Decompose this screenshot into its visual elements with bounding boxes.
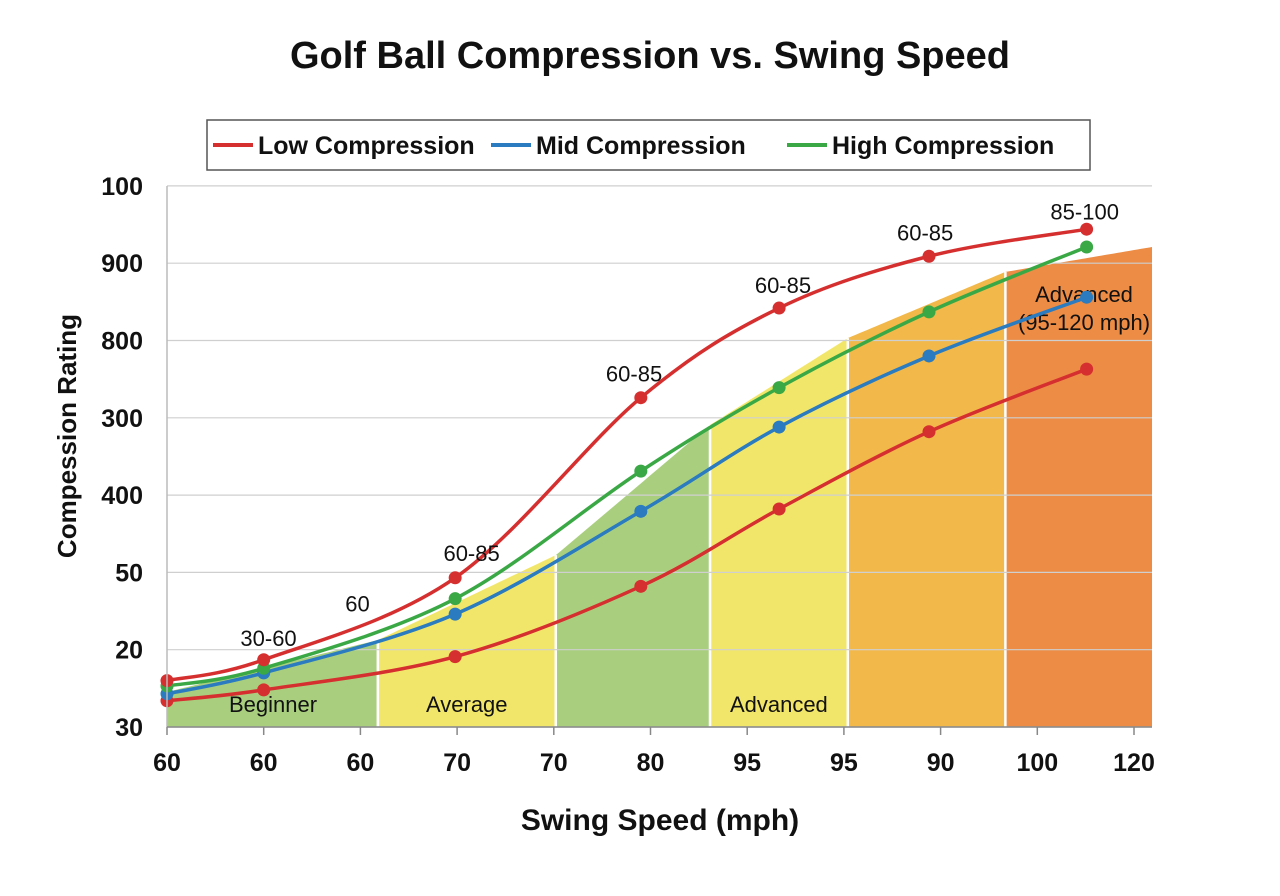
x-tick-label: 70: [443, 749, 471, 777]
band-label-line: Beginner: [229, 692, 317, 717]
legend-entry: Mid Compression: [536, 132, 746, 160]
legend-entry: Low Compression: [258, 132, 475, 160]
data-point: [922, 249, 936, 263]
legend-box: [206, 119, 1091, 171]
x-axis-label: Swing Speed (mph): [521, 804, 799, 837]
band-label: Advanced: [730, 692, 828, 717]
y-tick-label: 20: [115, 637, 143, 665]
x-tick-label: 60: [250, 749, 278, 777]
band-label: Average: [426, 692, 508, 717]
data-point: [1080, 362, 1094, 376]
band-label: Beginner: [229, 692, 317, 717]
y-tick-label: 900: [101, 250, 143, 278]
x-tick-label: 60: [346, 749, 374, 777]
band-0: [167, 640, 378, 727]
y-tick-label: 30: [115, 714, 143, 742]
x-tick-label: 95: [733, 749, 761, 777]
data-point: [1080, 222, 1094, 236]
annotation-label: 60-85: [897, 220, 953, 245]
data-point: [448, 592, 462, 606]
data-point: [772, 381, 786, 395]
data-point: [634, 504, 648, 518]
legend-entry: High Compression: [832, 132, 1054, 160]
data-point: [634, 391, 648, 405]
data-point: [772, 502, 786, 516]
annotation-label: 60-85: [606, 362, 662, 387]
data-point: [448, 607, 462, 621]
x-tick-label: 80: [637, 749, 665, 777]
y-tick-label: 800: [101, 328, 143, 356]
data-point: [448, 650, 462, 664]
x-tick-label: 90: [927, 749, 955, 777]
data-point: [257, 683, 271, 697]
data-point: [634, 579, 648, 593]
band-1: [377, 555, 556, 727]
band-2: [555, 425, 710, 727]
data-point: [922, 305, 936, 319]
y-tick-label: 50: [115, 559, 143, 587]
band-5: [1005, 247, 1152, 727]
band-4: [847, 271, 1006, 727]
x-tick-label: 120: [1113, 749, 1155, 777]
band-3: [709, 338, 848, 727]
data-point: [1080, 290, 1094, 304]
annotations: 30-60 60 60-85 60-85 60-85 60-85 85-100: [240, 199, 1119, 651]
legend: Low Compression Mid Compression High Compr…: [206, 119, 1091, 171]
data-point: [257, 653, 271, 667]
annotation-label: 60-85: [443, 541, 499, 566]
annotation-label: 60-85: [755, 273, 811, 298]
data-point: [922, 425, 936, 439]
data-point: [1080, 240, 1094, 254]
data-point: [634, 464, 648, 478]
axes: 30 20 50 400 300 800 900 100 60 60 60 70 70 80 95 95 90 1…: [101, 173, 1155, 777]
data-point: [772, 420, 786, 434]
annotation-label: 60: [345, 591, 369, 616]
x-tick-label: 70: [540, 749, 568, 777]
y-axis-label: Compession Rating: [52, 314, 82, 558]
annotation-label: 30-60: [240, 626, 296, 651]
y-tick-label: 300: [101, 405, 143, 433]
band-label-line: Advanced: [730, 692, 828, 717]
y-tick-label: 100: [101, 173, 143, 201]
x-tick-label: 60: [153, 749, 181, 777]
chart-title: Golf Ball Compression vs. Swing Speed: [290, 35, 1010, 77]
data-point: [448, 571, 462, 585]
band-regions: BeginnerAverageAdvancedAdvanced(95-120 m…: [167, 247, 1152, 727]
x-tick-label: 95: [830, 749, 858, 777]
x-tick-label: 100: [1016, 749, 1058, 777]
band-label-line: Average: [426, 692, 508, 717]
annotation-label: 85-100: [1050, 199, 1119, 224]
data-point: [772, 301, 786, 315]
y-tick-label: 400: [101, 482, 143, 510]
data-point: [922, 349, 936, 363]
